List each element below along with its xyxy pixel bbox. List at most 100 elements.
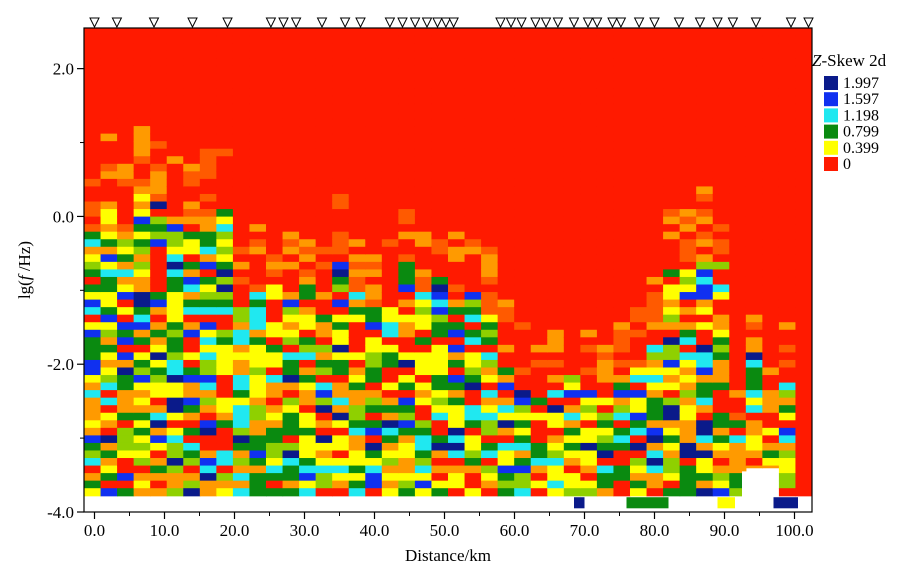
heatmap-cell [332,352,350,361]
heatmap-cell [365,352,383,361]
heatmap-cell [266,458,284,467]
heatmap-cell [117,156,135,165]
heatmap-cell [249,163,267,172]
heatmap-cell [117,269,135,278]
heatmap-cell [183,88,201,97]
heatmap-cell [729,28,747,37]
heatmap-cell [778,80,797,89]
heatmap-cell [580,299,598,308]
heatmap-cell [481,488,499,497]
heatmap-cell [282,50,300,59]
heatmap-cell [133,58,151,67]
heatmap-cell [117,382,135,391]
heatmap-cell [663,88,681,97]
heatmap-cell [216,50,234,59]
heatmap-cell [679,43,697,52]
heatmap-cell [630,344,648,353]
heatmap-cell [464,254,482,263]
heatmap-cell [547,141,565,150]
heatmap-cell [712,450,730,459]
heatmap-cell [216,28,234,37]
heatmap-cell [133,201,151,210]
heatmap-cell [183,254,201,263]
heatmap-cell [249,35,267,44]
heatmap-cell [481,473,499,482]
heatmap-cell [596,224,615,233]
heatmap-cell [778,156,797,165]
heatmap-cell [133,367,151,376]
heatmap-cell [729,239,747,248]
heatmap-cell [514,375,532,384]
heatmap-cell [431,171,449,180]
heatmap-cell [232,299,251,308]
heatmap-cell [448,239,466,248]
heatmap-cell [630,28,648,37]
heatmap-cell [249,276,267,286]
heatmap-cell [745,58,763,67]
heatmap-cell [299,43,317,52]
heatmap-cell [315,254,333,263]
heatmap-cell [282,458,300,467]
heatmap-cell [299,344,317,353]
heatmap-cell [431,58,449,67]
heatmap-cell [729,88,747,97]
heatmap-cell [166,118,184,127]
heatmap-cell [332,118,350,127]
heatmap-cell [299,65,317,74]
heatmap-cell [232,201,251,210]
heatmap-cell [663,28,681,37]
heatmap-cell [679,231,697,240]
heatmap-cell [729,80,747,89]
heatmap-cell [315,307,333,316]
heatmap-cell [150,133,168,142]
heatmap-cell [348,246,366,255]
heatmap-cell [414,118,433,127]
heatmap-cell [514,397,532,406]
heatmap-cell [100,390,118,399]
heatmap-cell [84,201,102,210]
heatmap-cell [580,352,598,361]
heatmap-cell [133,322,151,331]
heatmap-cell [563,450,581,459]
heatmap-cell [580,329,598,338]
heatmap-cell [563,465,581,474]
heatmap-cell [745,375,763,384]
heatmap-cell [547,359,565,369]
heatmap-cell [530,95,548,105]
heatmap-cell [514,284,532,293]
heatmap-cell [729,126,747,135]
heatmap-cell [745,337,763,346]
heatmap-cell [481,133,499,142]
heatmap-cell [199,95,217,105]
heatmap-cell [745,314,763,323]
heatmap-cell [431,359,449,369]
heatmap-cell [150,427,168,436]
heatmap-cell [249,480,267,489]
heatmap-cell [530,193,548,203]
heatmap-cell [712,458,730,467]
heatmap-cell [133,307,151,316]
heatmap-cell [398,43,416,52]
heatmap-cell [679,118,697,127]
heatmap-cell [514,246,532,255]
heatmap-cell [464,110,482,120]
heatmap-cell [282,201,300,210]
heatmap-cell [795,480,812,489]
heatmap-cell [596,141,615,150]
heatmap-cell [150,375,168,384]
heatmap-cell [398,141,416,150]
heatmap-cell [183,412,201,421]
heatmap-cell [448,133,466,142]
heatmap-cell [117,126,135,135]
heatmap-cell [100,307,118,316]
heatmap-cell [166,163,184,172]
heatmap-cell [712,28,730,37]
heatmap-cell [630,50,648,59]
heatmap-cell [332,480,350,489]
heatmap-cell [150,163,168,172]
heatmap-cell [778,35,797,44]
heatmap-cell [646,344,664,353]
heatmap-cell [613,435,631,444]
heatmap-cell [117,322,135,331]
heatmap-cell [696,186,714,195]
